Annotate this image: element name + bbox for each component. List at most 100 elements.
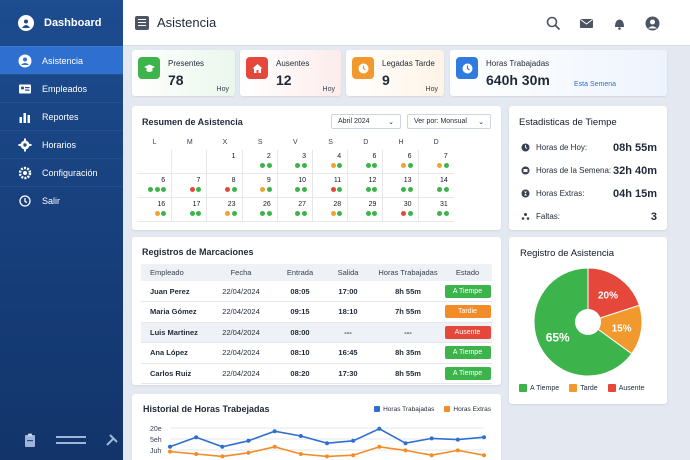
data-point[interactable] — [194, 452, 199, 456]
data-point[interactable] — [168, 449, 172, 454]
calendar-day[interactable]: 7 — [172, 174, 208, 198]
calendar-day[interactable]: 17 — [172, 198, 208, 222]
data-point[interactable] — [377, 426, 382, 431]
sidebar-item-salir[interactable]: Salir — [0, 186, 123, 214]
column-header[interactable]: Fecha — [205, 264, 277, 281]
sidebar-item-reportes[interactable]: Reportes — [0, 102, 123, 130]
data-point[interactable] — [325, 454, 329, 459]
column-header[interactable]: Salida — [323, 264, 373, 281]
stat-row-semana: Horas de la Semena: 32h 40m — [509, 159, 667, 182]
tools-icon[interactable] — [104, 432, 120, 448]
column-header[interactable]: Entrada — [277, 264, 323, 281]
calendar-day[interactable]: 6 — [137, 174, 173, 198]
table-row[interactable]: Luis Martinez 22/04/2024 08:00 --- --- Ausent… — [141, 322, 492, 343]
pie-slice[interactable] — [587, 267, 640, 323]
mail-icon[interactable] — [579, 16, 594, 31]
sidebar-item-configuracion[interactable]: Configuración — [0, 158, 123, 186]
stat-label: Horas Trabajadas — [486, 59, 550, 68]
calendar-day[interactable]: 11 — [313, 174, 349, 198]
calendar-day[interactable]: 8 — [207, 174, 243, 198]
pie-slice[interactable] — [586, 304, 643, 355]
weekday-header: D — [363, 139, 369, 146]
month-select[interactable]: Abril 2024 ⌄ — [331, 114, 401, 129]
calendar-day[interactable]: 7 — [418, 150, 454, 174]
sidebar-item-asistencia[interactable]: Asistencia — [0, 46, 123, 74]
table-row[interactable]: Carlos Ruiz 22/04/2024 08:20 17:30 8h 55m A T… — [141, 363, 492, 384]
data-point[interactable] — [194, 435, 199, 440]
column-header[interactable]: Horas Trabajadas — [373, 264, 443, 281]
calendar-day[interactable]: 13 — [383, 174, 419, 198]
attendance-dot — [443, 163, 449, 168]
data-point[interactable] — [351, 438, 356, 443]
data-point[interactable] — [455, 448, 460, 453]
data-point[interactable] — [246, 438, 251, 443]
clipboard-icon[interactable] — [22, 432, 38, 448]
bell-icon[interactable] — [612, 16, 627, 31]
data-point[interactable] — [220, 444, 225, 449]
status-badge[interactable]: Tardie — [444, 305, 491, 319]
calendar-day[interactable]: 2 — [242, 150, 278, 174]
data-point[interactable] — [298, 452, 303, 456]
menu-lines-icon[interactable] — [56, 432, 86, 448]
avatar-icon[interactable] — [645, 16, 660, 31]
data-point[interactable] — [482, 435, 486, 440]
sidebar-item-empleados[interactable]: Empleados — [0, 74, 123, 102]
day-number: 14 — [439, 177, 448, 184]
calendar-day[interactable]: 16 — [137, 198, 173, 222]
stat-label: Legadas Tarde — [382, 59, 435, 68]
status-badge[interactable]: A Tiempe — [444, 366, 491, 380]
menu-icon[interactable] — [135, 15, 149, 30]
data-point[interactable] — [168, 444, 172, 449]
sidebar-item-horarios[interactable]: Horarios — [0, 130, 123, 158]
calendar-day[interactable]: 9 — [242, 174, 278, 198]
data-point[interactable] — [272, 444, 277, 449]
data-point[interactable] — [482, 453, 486, 458]
attendance-dot — [295, 187, 301, 192]
data-point[interactable] — [403, 448, 408, 453]
data-point[interactable] — [377, 444, 382, 449]
calendar-day[interactable]: 28 — [313, 198, 349, 222]
table-row[interactable]: Juan Perez 22/04/2024 08:05 17:00 8h 55m A Ti… — [141, 281, 492, 302]
search-icon[interactable] — [546, 16, 561, 31]
attendance-dot — [407, 187, 413, 192]
data-point[interactable] — [272, 429, 277, 434]
view-select[interactable]: Ver por: Monsual ⌄ — [407, 114, 491, 129]
data-point[interactable] — [325, 441, 329, 446]
calendar-day[interactable]: 31 — [418, 198, 454, 222]
table-row[interactable]: Ana López 22/04/2024 08:10 16:45 8h 35m A Tie… — [141, 342, 492, 364]
calendar-day[interactable]: 10 — [277, 174, 313, 198]
data-point[interactable] — [220, 454, 225, 459]
calendar-day[interactable]: 1 — [207, 150, 243, 174]
status-badge[interactable]: A Tiempe — [444, 284, 491, 298]
calendar-day[interactable]: 23 — [207, 198, 243, 222]
calendar-day[interactable]: 29 — [348, 198, 384, 222]
data-point[interactable] — [246, 450, 251, 455]
calendar-day[interactable]: 3 — [277, 150, 313, 174]
calendar-day[interactable]: 27 — [277, 198, 313, 222]
calendar-day[interactable]: 26 — [242, 198, 278, 222]
data-point[interactable] — [403, 441, 408, 446]
status-badge[interactable]: Ausente — [444, 325, 491, 339]
data-point[interactable] — [351, 453, 356, 458]
status-badge[interactable]: A Tiempe — [444, 346, 491, 360]
chevron-down-icon: ⌄ — [478, 118, 484, 126]
calendar-day[interactable]: 30 — [383, 198, 419, 222]
stat-label: Ausentes — [276, 59, 310, 68]
calendar-day[interactable]: 6 — [348, 150, 384, 174]
records-table: Empleado Fecha Entrada Salida Horas Trab… — [141, 264, 492, 384]
brand[interactable]: Dashboard — [0, 0, 123, 46]
table-row[interactable]: Maria Gómez 22/04/2024 09:15 18:10 7h 55m Tar… — [141, 301, 492, 323]
data-point[interactable] — [298, 434, 303, 438]
exit-time: 17:00 — [323, 281, 373, 302]
calendar-day[interactable]: 4 — [313, 150, 349, 174]
data-point[interactable] — [455, 437, 460, 442]
attendance-dot — [301, 211, 307, 216]
column-header[interactable]: Empleado — [141, 264, 205, 281]
calendar-day[interactable]: 12 — [348, 174, 384, 198]
column-header[interactable]: Estado — [443, 264, 492, 281]
exit-time: --- — [323, 322, 373, 343]
data-point[interactable] — [429, 436, 434, 441]
calendar-day[interactable]: 6 — [383, 150, 419, 174]
data-point[interactable] — [429, 453, 434, 458]
calendar-day[interactable]: 14 — [418, 174, 454, 198]
